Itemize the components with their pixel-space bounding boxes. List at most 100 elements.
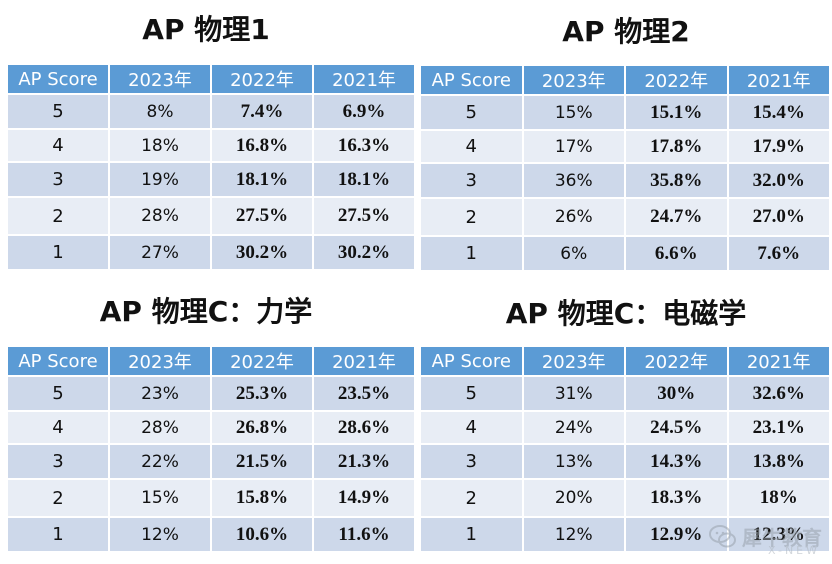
score-cell: 4: [8, 130, 108, 161]
value-2023-cell: 12%: [523, 518, 624, 551]
header-ap-score: AP Score: [421, 347, 522, 375]
header-row: AP Score 2023年 2022年 2021年: [8, 65, 414, 93]
value-2023-cell: 12%: [110, 518, 210, 551]
value-2021-cell: 27.5%: [314, 198, 414, 234]
value-2021-cell: 11.6%: [314, 518, 414, 551]
value-2021-cell: 17.9%: [728, 131, 829, 162]
table-row: 1 6% 6.6% 7.6%: [421, 237, 829, 270]
value-2021-cell: 23.5%: [314, 377, 414, 410]
header-2023: 2023年: [523, 347, 624, 375]
table-title-physics-1: AP 物理1: [142, 13, 270, 46]
value-2021-cell: 21.3%: [314, 445, 414, 478]
value-2023-cell: 28%: [110, 198, 210, 234]
header-2022: 2022年: [626, 66, 727, 94]
header-2023: 2023年: [110, 65, 210, 93]
value-2023-cell: 22%: [110, 445, 210, 478]
watermark-text: 犀牛教育: [742, 526, 822, 550]
value-2022-cell: 35.8%: [626, 164, 727, 197]
value-2023-cell: 17%: [523, 131, 624, 162]
header-2021: 2021年: [728, 347, 829, 375]
header-2022: 2022年: [626, 347, 727, 375]
value-2023-cell: 36%: [523, 164, 624, 197]
score-cell: 5: [421, 377, 522, 410]
table-row: 4 24% 24.5% 23.1%: [421, 412, 829, 443]
value-2021-cell: 32.0%: [728, 164, 829, 197]
value-2023-cell: 18%: [110, 130, 210, 161]
value-2021-cell: 16.3%: [314, 130, 414, 161]
score-cell: 3: [421, 164, 522, 197]
value-2023-cell: 31%: [523, 377, 624, 410]
table-row: 5 23% 25.3% 23.5%: [8, 377, 414, 410]
wechat-icon: [709, 525, 736, 548]
value-2023-cell: 27%: [110, 236, 210, 269]
value-2021-cell: 27.0%: [728, 199, 829, 235]
value-2021-cell: 7.6%: [728, 237, 829, 270]
score-cell: 5: [8, 95, 108, 128]
value-2022-cell: 6.6%: [626, 237, 727, 270]
value-2021-cell: 12.3%: [728, 518, 829, 551]
header-2023: 2023年: [523, 66, 624, 94]
value-2021-cell: 32.6%: [728, 377, 829, 410]
score-cell: 5: [421, 96, 522, 129]
value-2023-cell: 26%: [523, 199, 624, 235]
value-2021-cell: 28.6%: [314, 412, 414, 443]
header-ap-score: AP Score: [421, 66, 522, 94]
table-row: 3 36% 35.8% 32.0%: [421, 164, 829, 197]
header-ap-score: AP Score: [8, 347, 108, 375]
score-cell: 1: [8, 236, 108, 269]
value-2022-cell: 15.1%: [626, 96, 727, 129]
table-row: 1 12% 12.9% 12.3%: [421, 518, 829, 551]
score-cell: 2: [8, 198, 108, 234]
value-2022-cell: 30.2%: [212, 236, 312, 269]
value-2023-cell: 24%: [523, 412, 624, 443]
table-row: 1 12% 10.6% 11.6%: [8, 518, 414, 551]
value-2022-cell: 30%: [626, 377, 727, 410]
table-row: 3 13% 14.3% 13.8%: [421, 445, 829, 478]
table-row: 5 8% 7.4% 6.9%: [8, 95, 414, 128]
table-title-physics-2: AP 物理2: [562, 15, 690, 48]
value-2023-cell: 23%: [110, 377, 210, 410]
score-cell: 2: [421, 199, 522, 235]
value-2022-cell: 26.8%: [212, 412, 312, 443]
value-2021-cell: 18%: [728, 480, 829, 516]
value-2021-cell: 18.1%: [314, 163, 414, 196]
header-2021: 2021年: [728, 66, 829, 94]
table-row: 3 19% 18.1% 18.1%: [8, 163, 414, 196]
table-row: 2 26% 24.7% 27.0%: [421, 199, 829, 235]
table-row: 2 15% 15.8% 14.9%: [8, 480, 414, 516]
value-2023-cell: 28%: [110, 412, 210, 443]
table-row: 2 20% 18.3% 18%: [421, 480, 829, 516]
score-cell: 1: [421, 237, 522, 270]
header-2022: 2022年: [212, 347, 312, 375]
score-cell: 2: [8, 480, 108, 516]
value-2022-cell: 16.8%: [212, 130, 312, 161]
value-2022-cell: 14.3%: [626, 445, 727, 478]
header-2021: 2021年: [314, 347, 414, 375]
score-table-physics-1: AP Score 2023年 2022年 2021年 5 8% 7.4% 6.9…: [6, 63, 416, 271]
value-2023-cell: 19%: [110, 163, 210, 196]
value-2023-cell: 15%: [110, 480, 210, 516]
table-row: 4 28% 26.8% 28.6%: [8, 412, 414, 443]
value-2023-cell: 15%: [523, 96, 624, 129]
value-2021-cell: 23.1%: [728, 412, 829, 443]
value-2021-cell: 30.2%: [314, 236, 414, 269]
table-title-physics-c-em: AP 物理C：电磁学: [505, 297, 747, 330]
table-row: 4 18% 16.8% 16.3%: [8, 130, 414, 161]
value-2022-cell: 21.5%: [212, 445, 312, 478]
value-2021-cell: 6.9%: [314, 95, 414, 128]
value-2023-cell: 13%: [523, 445, 624, 478]
score-cell: 3: [8, 163, 108, 196]
score-cell: 5: [8, 377, 108, 410]
table-row: 5 31% 30% 32.6%: [421, 377, 829, 410]
value-2021-cell: 13.8%: [728, 445, 829, 478]
score-cell: 4: [421, 131, 522, 162]
score-cell: 1: [8, 518, 108, 551]
value-2022-cell: 15.8%: [212, 480, 312, 516]
value-2022-cell: 17.8%: [626, 131, 727, 162]
score-table-physics-c-mechanics: AP Score 2023年 2022年 2021年 5 23% 25.3% 2…: [6, 345, 416, 553]
value-2021-cell: 15.4%: [728, 96, 829, 129]
header-2021: 2021年: [314, 65, 414, 93]
header-row: AP Score 2023年 2022年 2021年: [8, 347, 414, 375]
score-cell: 3: [8, 445, 108, 478]
score-cell: 2: [421, 480, 522, 516]
